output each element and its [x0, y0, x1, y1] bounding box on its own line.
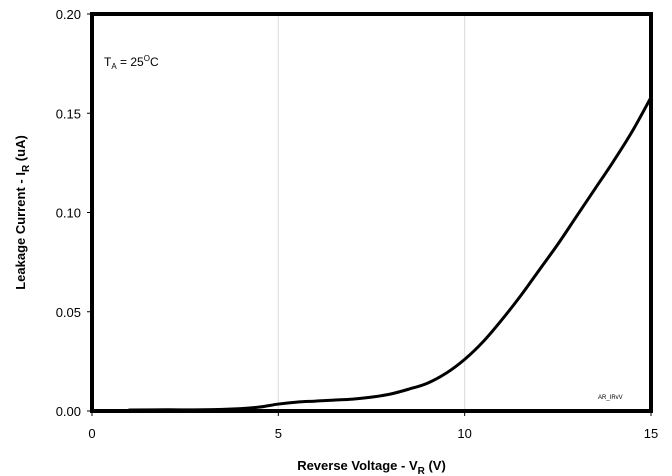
x-tick-label: 0	[88, 426, 95, 441]
y-tick-label: 0.05	[56, 305, 81, 320]
x-axis-ticks: 0 5 10 15	[88, 411, 658, 441]
y-axis-ticks: 0.00 0.05 0.10 0.15 0.20	[56, 7, 92, 419]
grid-lines	[277, 14, 466, 411]
chart-id-watermark: AR_IRvV	[598, 395, 623, 401]
x-tick-label: 5	[275, 426, 282, 441]
y-tick-label: 0.20	[56, 7, 81, 22]
y-tick-label: 0.10	[56, 206, 81, 221]
x-axis-title: Reverse Voltage - VR (V)	[297, 458, 446, 476]
x-tick-label: 15	[644, 426, 658, 441]
y-tick-label: 0.00	[56, 404, 81, 419]
series-layer	[127, 95, 653, 412]
y-tick-label: 0.15	[56, 106, 81, 121]
x-tick-label: 10	[457, 426, 471, 441]
y-axis-title: Leakage Current - IR (uA)	[13, 135, 32, 290]
series-line	[127, 95, 653, 412]
temperature-annotation: TA = 25OC	[104, 54, 159, 71]
plot-frame	[90, 12, 653, 413]
